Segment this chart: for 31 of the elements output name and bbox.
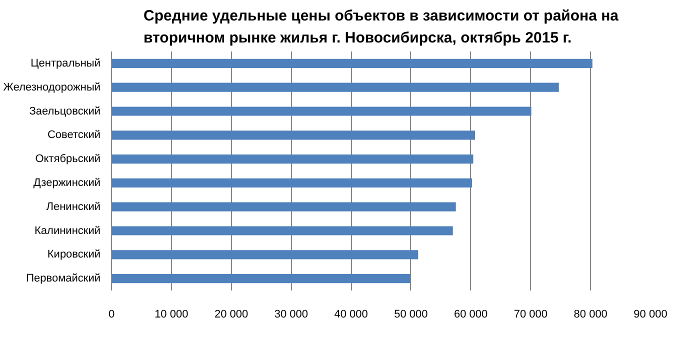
y-tick-label: Советский	[47, 129, 101, 142]
y-tick-label: Центральный	[30, 57, 101, 70]
bar	[112, 226, 453, 236]
x-tick-label: 70 000	[514, 308, 548, 320]
y-tick-label: Заельцовский	[29, 105, 100, 118]
x-tick-label: 30 000	[274, 308, 308, 320]
y-tick-label: Калининский	[34, 224, 100, 237]
y-tick-label: Железнодорожный	[3, 81, 101, 94]
bar	[112, 106, 532, 116]
bar	[112, 250, 418, 260]
chart-title: Средние удельные цены объектов в зависимости от района на вторичном рынке жилья г. Новосибирска, октябрь 2015 г.	[143, 7, 620, 46]
bar	[112, 274, 410, 284]
x-tick-label: 60 000	[454, 308, 488, 320]
y-tick-label: Первомайский	[26, 272, 100, 285]
x-tick-label: 40 000	[334, 308, 368, 320]
bar	[112, 178, 472, 188]
bar	[112, 82, 559, 92]
bar	[112, 130, 476, 140]
y-tick-label: Октябрьский	[35, 153, 101, 166]
x-tick-label: 10 000	[154, 308, 188, 320]
x-tick-label: 90 000	[634, 308, 668, 320]
y-tick-label: Ленинский	[46, 200, 100, 213]
x-tick-label: 80 000	[574, 308, 608, 320]
x-tick-label: 0	[108, 308, 115, 320]
bar	[112, 58, 592, 68]
bar	[112, 202, 456, 212]
bar	[112, 154, 474, 164]
x-tick-label: 20 000	[214, 308, 248, 320]
y-tick-label: Дзержинский	[33, 176, 101, 189]
x-tick-label: 50 000	[394, 308, 428, 320]
y-tick-label: Кировский	[47, 248, 100, 261]
